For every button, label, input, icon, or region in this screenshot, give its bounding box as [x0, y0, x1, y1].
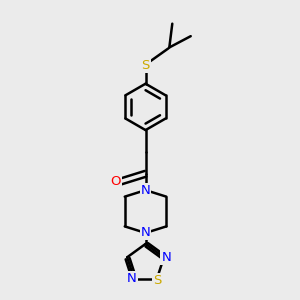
- Text: N: N: [127, 272, 137, 285]
- Text: S: S: [153, 274, 161, 287]
- Text: N: N: [141, 184, 150, 196]
- Text: S: S: [141, 59, 150, 72]
- Text: N: N: [141, 226, 150, 239]
- Text: O: O: [110, 175, 121, 188]
- Text: N: N: [161, 251, 171, 264]
